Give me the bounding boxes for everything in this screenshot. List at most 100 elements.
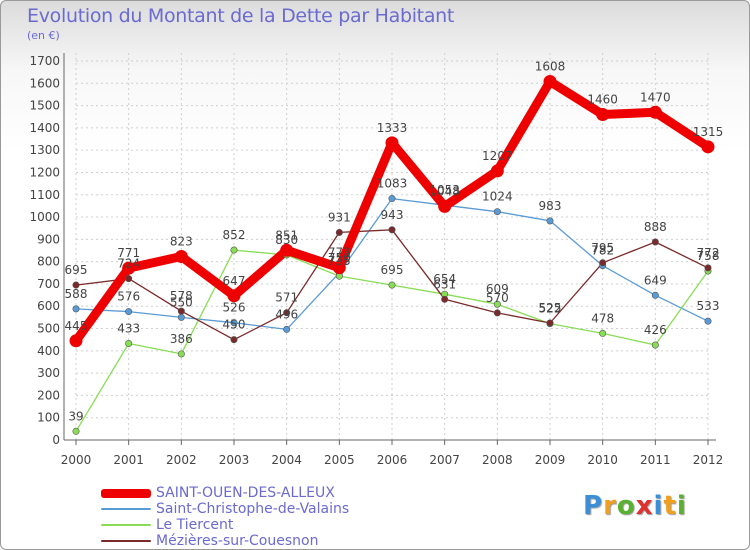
data-point <box>493 300 501 308</box>
x-tick-label: 2007 <box>429 453 460 467</box>
data-point <box>493 208 501 216</box>
y-tick-label: 400 <box>37 344 60 358</box>
grid-lines <box>75 53 709 441</box>
y-tick-label: 1700 <box>29 54 60 68</box>
data-point <box>490 164 504 178</box>
data-label: 782 <box>591 244 614 258</box>
data-point <box>72 281 80 289</box>
data-label: 39 <box>68 409 83 423</box>
legend-label: Le Tiercent <box>156 517 234 533</box>
data-point <box>648 105 662 119</box>
data-labels: 588 576 550 526 496 750 1083 1053 1024 983 782 649 5… <box>65 60 724 424</box>
y-tick-label: 1500 <box>29 99 60 113</box>
data-label: 588 <box>65 287 88 301</box>
legend-swatch <box>101 540 151 542</box>
data-point <box>701 140 715 154</box>
data-label: 1608 <box>535 60 566 74</box>
data-point <box>230 319 238 327</box>
x-tick-label: 2009 <box>535 453 566 467</box>
data-point <box>651 291 659 299</box>
data-label: 496 <box>275 307 298 321</box>
x-tick-label: 2004 <box>271 453 302 467</box>
y-tick-label: 0 <box>52 433 60 447</box>
data-point <box>441 295 449 303</box>
logo-letter: t <box>663 491 677 521</box>
chart-title: Evolution du Montant de la Dette par Hab… <box>27 5 455 27</box>
logo-letter: P <box>583 491 604 521</box>
data-point <box>388 226 396 234</box>
data-point <box>283 325 291 333</box>
data-label: 1460 <box>587 93 618 107</box>
data-label: 851 <box>275 228 298 242</box>
data-label: 654 <box>433 272 456 286</box>
data-label: 450 <box>223 318 246 332</box>
logo-letter: x <box>635 491 654 521</box>
data-label: 1083 <box>377 177 408 191</box>
data-point <box>546 319 554 327</box>
data-label: 795 <box>591 241 614 255</box>
x-tick-label: 2010 <box>587 453 618 467</box>
x-tick-label: 2002 <box>166 453 197 467</box>
data-point <box>125 308 133 316</box>
data-label: 570 <box>486 291 509 305</box>
data-label: 526 <box>223 301 246 315</box>
data-label: 983 <box>539 199 562 213</box>
y-tick-label: 1100 <box>29 188 60 202</box>
data-label: 609 <box>486 282 509 296</box>
data-point <box>335 228 343 236</box>
data-point <box>388 281 396 289</box>
y-tick-label: 700 <box>37 277 60 291</box>
data-label: 830 <box>275 233 298 247</box>
data-point <box>177 350 185 358</box>
logo-letter: o <box>616 491 636 521</box>
legend-item: SAINT-OUEN-DES-ALLEUX <box>101 485 349 501</box>
data-label: 695 <box>65 263 88 277</box>
data-point <box>230 336 238 344</box>
y-tick-label: 100 <box>37 411 60 425</box>
data-label: 1207 <box>482 149 513 163</box>
data-label: 773 <box>328 246 351 260</box>
data-point <box>122 261 136 275</box>
legend-label: Saint-Christophe-de-Valains <box>156 501 350 517</box>
data-label: 1053 <box>429 183 460 197</box>
data-point <box>69 334 83 348</box>
legend-swatch <box>101 488 151 498</box>
data-point <box>704 317 712 325</box>
data-label: 571 <box>275 291 298 305</box>
data-label: 823 <box>170 235 193 249</box>
y-tick-label: 800 <box>37 255 60 269</box>
logo-letter: r <box>603 491 617 521</box>
axes: 0 100 200 300 400 500 600 700 800 900 1000 1100 1200… <box>29 53 723 467</box>
logo-letter: i <box>653 491 664 521</box>
data-point <box>599 259 607 267</box>
data-label: 931 <box>328 210 351 224</box>
unit-label: (en €) <box>27 29 60 42</box>
x-tick-label: 2000 <box>61 453 92 467</box>
logo-letter: i <box>676 491 687 521</box>
legend: SAINT-OUEN-DES-ALLEUX Saint-Christophe-d… <box>101 485 349 549</box>
data-point <box>385 136 399 150</box>
data-label: 550 <box>170 295 193 309</box>
data-label: 1470 <box>640 90 671 104</box>
data-point <box>125 339 133 347</box>
legend-label: SAINT-OUEN-DES-ALLEUX <box>156 485 335 501</box>
data-label: 772 <box>697 246 720 260</box>
data-label: 1048 <box>429 184 460 198</box>
legend-swatch <box>101 508 151 510</box>
data-label: 576 <box>117 290 140 304</box>
x-tick-label: 2003 <box>219 453 250 467</box>
data-point <box>599 329 607 337</box>
data-point <box>332 261 346 275</box>
data-point <box>125 275 133 283</box>
data-label: 649 <box>644 273 667 287</box>
data-point <box>283 309 291 317</box>
data-point <box>72 305 80 313</box>
data-point <box>543 75 557 89</box>
data-point <box>280 243 294 257</box>
data-label: 647 <box>223 274 246 288</box>
y-tick-label: 900 <box>37 232 60 246</box>
y-tick-label: 1200 <box>29 165 60 179</box>
data-point <box>227 289 241 303</box>
data-label: 433 <box>117 321 140 335</box>
